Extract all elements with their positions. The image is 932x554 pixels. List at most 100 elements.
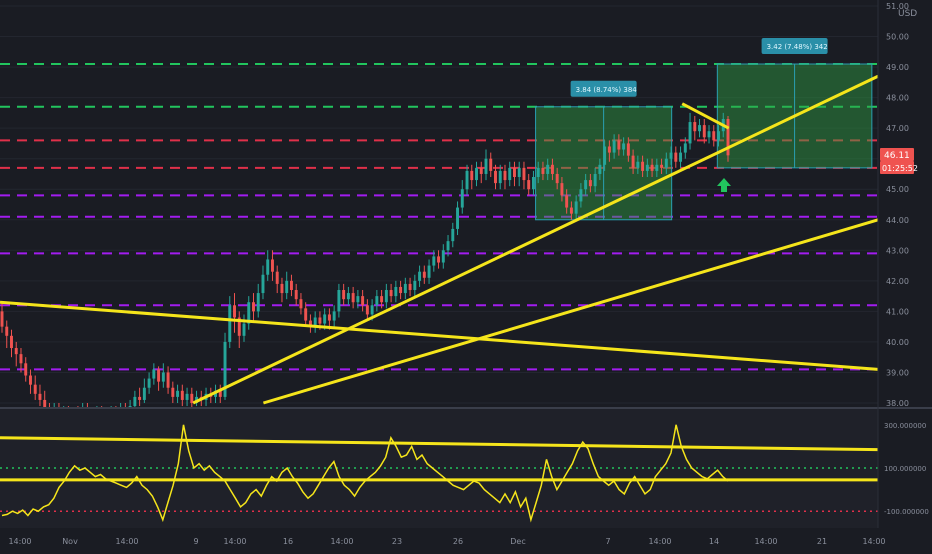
candle-body[interactable] [456,207,460,229]
candle-body[interactable] [494,170,497,184]
candle-body[interactable] [512,167,516,178]
candle-body[interactable] [555,173,559,184]
candle-body[interactable] [318,317,322,324]
candle-body[interactable] [641,161,645,171]
candle-body[interactable] [437,256,441,263]
candle-body[interactable] [323,314,327,324]
candle-body[interactable] [147,378,151,388]
candle-body[interactable] [626,143,630,156]
candle-body[interactable] [612,140,616,153]
candle-body[interactable] [508,167,512,181]
candle-body[interactable] [289,280,293,291]
candle-body[interactable] [541,167,545,174]
candle-body[interactable] [351,293,355,303]
trend-line[interactable] [0,300,879,371]
candle-body[interactable] [565,195,569,208]
candle-body[interactable] [223,341,227,397]
candle-body[interactable] [702,125,706,138]
candle-body[interactable] [422,271,426,278]
candle-body[interactable] [441,250,445,263]
candle-body[interactable] [579,189,583,202]
candle-body[interactable] [717,131,720,141]
candle-body[interactable] [664,158,668,168]
candle-body[interactable] [256,293,260,312]
candle-body[interactable] [574,201,578,214]
candle-body[interactable] [607,146,611,153]
candle-body[interactable] [228,305,232,342]
candle-body[interactable] [299,299,303,309]
candle-body[interactable] [593,173,597,187]
candle-body[interactable] [660,164,664,168]
candle-body[interactable] [394,286,398,297]
candle-body[interactable] [14,348,18,355]
candle-body[interactable] [617,140,621,150]
candle-body[interactable] [356,296,360,303]
last-price-tag[interactable]: 46.11 01:25:52 [880,148,918,174]
candle-body[interactable] [294,290,298,300]
candle-body[interactable] [138,396,142,400]
candle-body[interactable] [446,241,450,251]
candle-body[interactable] [475,167,478,181]
candle-body[interactable] [342,290,346,300]
candle-body[interactable] [432,256,436,266]
candle-body[interactable] [304,308,308,321]
candle-body[interactable] [451,228,455,242]
candle-body[interactable] [688,122,692,144]
candle-body[interactable] [161,372,165,382]
candle-body[interactable] [550,164,554,174]
candle-body[interactable] [242,323,246,336]
candle-body[interactable] [380,296,384,303]
candle-body[interactable] [645,164,649,171]
candle-body[interactable] [166,372,170,388]
candle-body[interactable] [598,164,602,174]
candle-body[interactable] [527,180,531,190]
candle-body[interactable] [171,387,175,397]
candle-body[interactable] [674,152,678,162]
candle-body[interactable] [413,280,417,291]
candle-body[interactable] [679,152,683,162]
candle-body[interactable] [280,283,284,294]
candle-body[interactable] [270,259,274,272]
candle-body[interactable] [588,180,592,187]
candle-body[interactable] [655,164,659,171]
candle-body[interactable] [218,390,222,397]
candle-body[interactable] [503,170,507,181]
candle-body[interactable] [693,122,697,132]
candle-body[interactable] [584,180,588,190]
candle-body[interactable] [707,131,711,138]
candle-body[interactable] [19,354,23,364]
candle-body[interactable] [726,118,730,156]
candle-body[interactable] [536,167,540,178]
candle-body[interactable] [313,317,317,327]
candle-body[interactable] [332,311,336,321]
candle-body[interactable] [285,280,289,294]
candle-body[interactable] [142,387,146,400]
candle-body[interactable] [275,271,279,284]
candle-body[interactable] [24,363,28,376]
candle-body[interactable] [683,143,687,153]
candle-body[interactable] [460,189,464,208]
candle-body[interactable] [233,305,236,318]
candle-body[interactable] [517,167,521,178]
trend-line[interactable] [192,74,879,405]
candle-body[interactable] [370,305,374,315]
candle-body[interactable] [33,384,37,394]
candle-body[interactable] [531,177,535,190]
candle-body[interactable] [465,170,469,190]
candle-body[interactable] [427,265,431,278]
candle-body[interactable] [470,170,474,181]
candle-body[interactable] [185,393,189,400]
candle-body[interactable] [403,283,407,294]
candle-body[interactable] [28,375,32,385]
candle-body[interactable] [365,305,369,315]
candle-body[interactable] [0,311,4,327]
candle-body[interactable] [176,390,180,397]
candle-body[interactable] [261,274,265,294]
candle-body[interactable] [190,393,194,403]
candle-body[interactable] [669,152,673,159]
candle-body[interactable] [622,143,626,150]
candle-body[interactable] [631,155,635,168]
candle-body[interactable] [546,164,550,174]
candle-body[interactable] [5,326,9,336]
